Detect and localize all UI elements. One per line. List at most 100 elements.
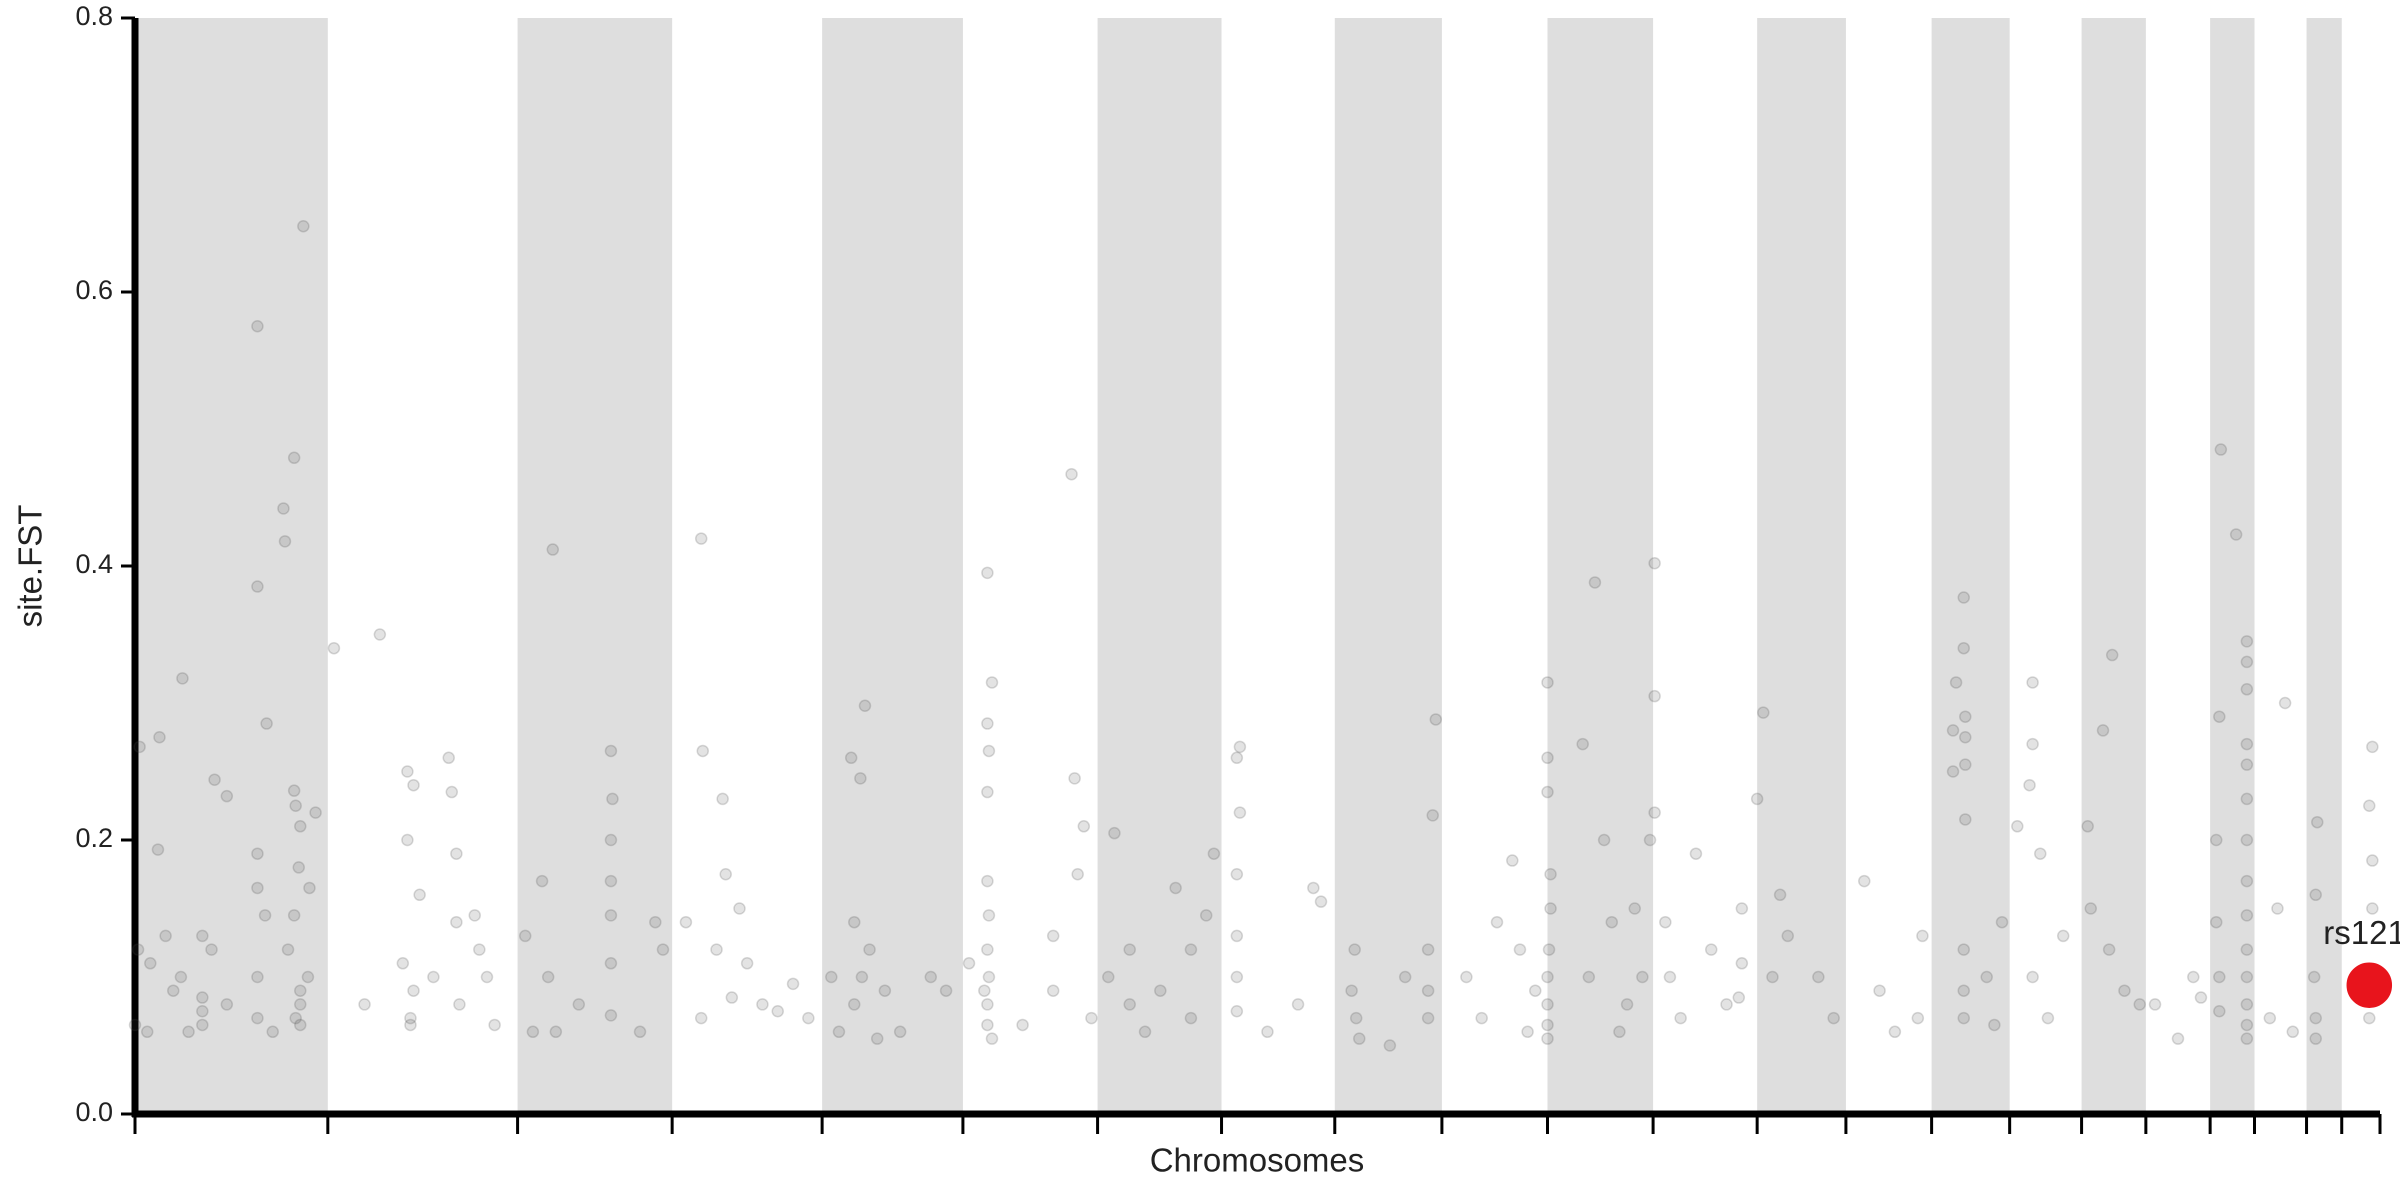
point (1916, 929, 1929, 943)
point (2271, 902, 2284, 915)
point (1689, 847, 1703, 860)
point (1541, 998, 1554, 1011)
point (1046, 984, 1060, 997)
chromosome-band (135, 18, 328, 1114)
point (294, 820, 307, 833)
point (1085, 1011, 1098, 1025)
point (893, 1025, 907, 1039)
point (2240, 1032, 2254, 1045)
point (858, 699, 872, 712)
point (2194, 991, 2208, 1004)
point (1873, 984, 1886, 997)
point (1184, 943, 1198, 956)
point (848, 915, 861, 929)
point (309, 806, 322, 819)
point (1016, 1018, 1029, 1032)
point (1261, 1025, 1274, 1039)
point (2240, 998, 2254, 1011)
point (1544, 902, 1557, 915)
point (450, 847, 463, 860)
point (1663, 970, 1677, 984)
point (196, 1005, 209, 1018)
point (1426, 809, 1439, 822)
point (401, 833, 414, 847)
point (2311, 815, 2324, 829)
point (1812, 970, 1825, 984)
point (2240, 970, 2254, 984)
point (1750, 792, 1764, 806)
point (535, 874, 549, 888)
point (1291, 998, 1305, 1011)
point (1643, 833, 1657, 847)
point (604, 1009, 618, 1022)
point (1230, 751, 1244, 765)
point (1957, 943, 1970, 956)
point (128, 1018, 142, 1032)
point (1541, 785, 1554, 799)
point (982, 744, 996, 758)
point (1102, 970, 1115, 984)
point (251, 847, 264, 860)
point-label: rs1217 (2323, 914, 2400, 951)
point (604, 874, 618, 888)
point (572, 998, 586, 1011)
chromosome-band (2306, 18, 2342, 1114)
point (854, 772, 867, 785)
point (756, 998, 769, 1011)
point (848, 998, 861, 1011)
point (2026, 970, 2039, 984)
point (870, 1032, 884, 1045)
point (604, 744, 618, 758)
point (1233, 806, 1247, 819)
point (2229, 528, 2243, 541)
point (2240, 792, 2254, 806)
point (2210, 833, 2223, 847)
point (1588, 576, 1602, 589)
point (407, 984, 420, 997)
point (982, 909, 996, 922)
point (2309, 1011, 2322, 1025)
point (1957, 591, 1970, 604)
point (453, 998, 466, 1011)
point (2240, 1018, 2254, 1032)
point (260, 717, 273, 730)
point (2041, 1011, 2055, 1025)
point (1421, 943, 1435, 956)
axes: 0.0 0.2 0.4 0.6 0.8 (75, 1, 2382, 1134)
point (2240, 635, 2254, 648)
points: rs1217 (128, 219, 2400, 1052)
point (2187, 970, 2200, 984)
point (266, 1025, 279, 1039)
point (289, 1011, 302, 1025)
point (167, 984, 180, 997)
point (1046, 929, 1060, 943)
point (981, 998, 994, 1011)
point (488, 1018, 501, 1032)
point (2366, 854, 2379, 867)
chromosome-band (517, 18, 673, 1114)
point (131, 943, 145, 956)
point (301, 970, 315, 984)
point (445, 785, 459, 799)
chromosome-band (1334, 18, 1442, 1114)
point (981, 785, 994, 799)
point (962, 957, 976, 970)
chromosome-band (2081, 18, 2146, 1114)
point (2214, 443, 2228, 456)
y-tick-label: 0.8 (75, 1, 113, 31)
point (2023, 778, 2036, 792)
point (1582, 970, 1596, 984)
point (2240, 833, 2254, 847)
point (196, 929, 209, 943)
point (518, 929, 532, 943)
point (450, 915, 463, 929)
point (251, 881, 264, 895)
point (649, 915, 662, 929)
point (287, 451, 301, 465)
point (1506, 854, 1519, 867)
point (2210, 915, 2223, 929)
point (546, 543, 560, 556)
chromosome-band (1757, 18, 1846, 1114)
point (133, 740, 146, 754)
